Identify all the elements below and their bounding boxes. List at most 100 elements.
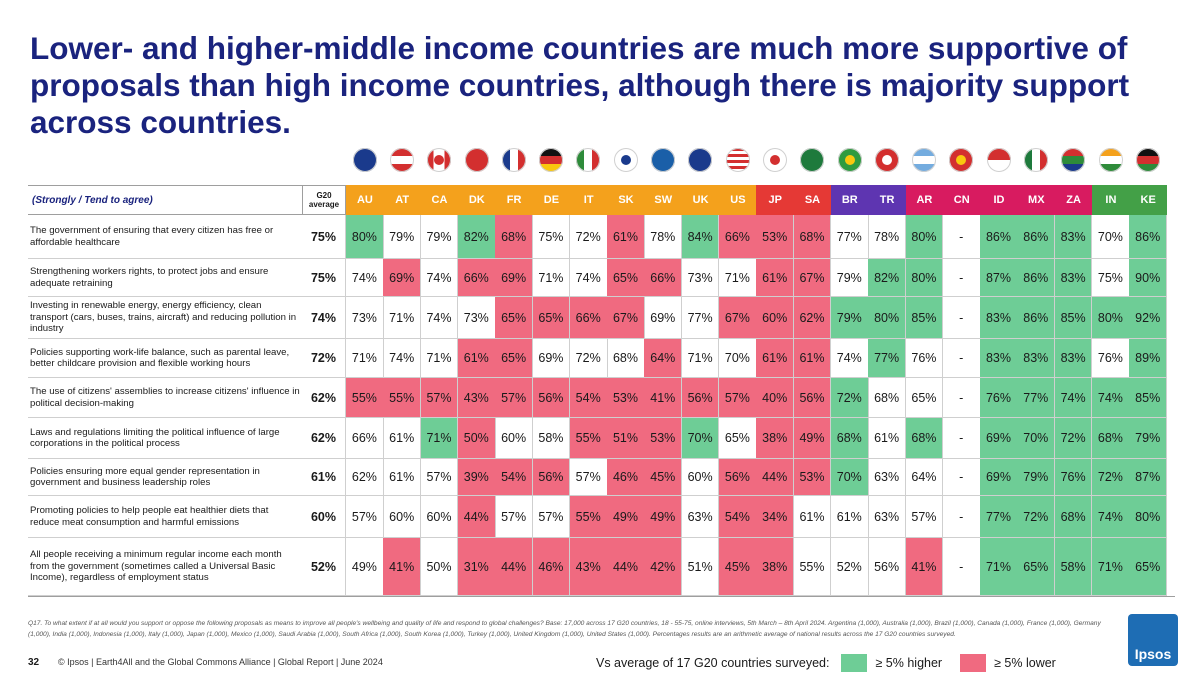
- value-cell-br: 70%: [830, 459, 869, 496]
- country-header-cn: CN: [942, 185, 981, 215]
- value-cell-jp: 38%: [756, 418, 795, 459]
- value-cell-br: 77%: [830, 215, 869, 259]
- country-header-tr: TR: [868, 185, 906, 215]
- value-cell-za: 83%: [1054, 339, 1093, 378]
- value-cell-jp: 40%: [756, 378, 795, 418]
- row-label: Promoting policies to help people eat he…: [28, 496, 302, 538]
- value-cell-ke: 80%: [1129, 496, 1168, 538]
- south-korea-flag-emblem: [620, 155, 631, 165]
- value-cell-it: 43%: [569, 538, 608, 596]
- value-cell-sk: 46%: [607, 459, 645, 496]
- value-cell-au: 62%: [346, 459, 384, 496]
- table-bottom-rule: [28, 596, 1175, 597]
- value-cell-br: 79%: [830, 259, 869, 297]
- value-cell-dk: 39%: [457, 459, 496, 496]
- g20-average-value: 75%: [302, 259, 346, 297]
- legend-lower-swatch: [960, 654, 987, 672]
- value-cell-at: 71%: [383, 297, 422, 339]
- value-cell-jp: 61%: [756, 339, 795, 378]
- uk-flag-icon: [688, 148, 713, 172]
- value-cell-sa: 53%: [793, 459, 832, 496]
- value-cell-at: 61%: [383, 418, 422, 459]
- value-cell-fr: 57%: [495, 496, 533, 538]
- kenya-flag-icon: [1135, 148, 1160, 172]
- value-cell-fr: 44%: [495, 538, 533, 596]
- value-cell-sk: 44%: [607, 538, 645, 596]
- value-cell-cn: -: [942, 496, 981, 538]
- value-cell-cn: -: [942, 459, 981, 496]
- value-cell-in: 75%: [1092, 259, 1130, 297]
- value-cell-it: 54%: [569, 378, 608, 418]
- value-cell-ca: 74%: [420, 297, 459, 339]
- country-header-sk: SK: [607, 185, 645, 215]
- value-cell-ar: 41%: [905, 538, 944, 596]
- value-cell-dk: 66%: [457, 259, 496, 297]
- value-cell-in: 74%: [1092, 378, 1130, 418]
- row-label-text: The use of citizens' assemblies to incre…: [30, 386, 300, 409]
- country-header-de: DE: [532, 185, 571, 215]
- row-label: Laws and regulations limiting the politi…: [28, 418, 302, 459]
- value-cell-ke: 87%: [1129, 459, 1168, 496]
- value-cell-sa: 56%: [793, 378, 832, 418]
- value-cell-sa: 62%: [793, 297, 832, 339]
- value-cell-tr: 82%: [868, 259, 906, 297]
- value-cell-br: 72%: [830, 378, 869, 418]
- value-cell-us: 70%: [719, 339, 757, 378]
- value-cell-dk: 31%: [457, 538, 496, 596]
- value-cell-uk: 73%: [681, 259, 720, 297]
- country-header-mx: MX: [1017, 185, 1056, 215]
- legend-higher-swatch: [841, 654, 868, 672]
- value-cell-it: 55%: [569, 418, 608, 459]
- value-cell-ar: 68%: [905, 418, 944, 459]
- value-cell-sa: 61%: [793, 339, 832, 378]
- country-header-us: US: [719, 185, 757, 215]
- value-cell-cn: -: [942, 297, 981, 339]
- value-cell-at: 79%: [383, 215, 422, 259]
- row-label: All people receiving a minimum regular i…: [28, 538, 302, 596]
- value-cell-tr: 61%: [868, 418, 906, 459]
- value-cell-jp: 53%: [756, 215, 795, 259]
- value-cell-ca: 71%: [420, 418, 459, 459]
- g20-average-value: 74%: [302, 297, 346, 339]
- brazil-flag-icon: [837, 148, 862, 172]
- value-cell-uk: 70%: [681, 418, 720, 459]
- country-header-fr: FR: [495, 185, 533, 215]
- value-cell-id: 69%: [980, 459, 1018, 496]
- value-cell-ke: 86%: [1129, 215, 1168, 259]
- value-cell-za: 58%: [1054, 538, 1093, 596]
- value-cell-id: 69%: [980, 418, 1018, 459]
- value-cell-sa: 68%: [793, 215, 832, 259]
- value-cell-uk: 63%: [681, 496, 720, 538]
- value-cell-ar: 76%: [905, 339, 944, 378]
- country-header-br: BR: [830, 185, 869, 215]
- g20-average-value: 62%: [302, 378, 346, 418]
- value-cell-sa: 55%: [793, 538, 832, 596]
- value-cell-at: 61%: [383, 459, 422, 496]
- value-cell-sk: 67%: [607, 297, 645, 339]
- value-cell-de: 71%: [532, 259, 571, 297]
- ipsos-logo: Ipsos: [1128, 614, 1178, 666]
- value-cell-jp: 38%: [756, 538, 795, 596]
- legend: Vs average of 17 G20 countries surveyed:…: [596, 654, 1056, 672]
- value-cell-ar: 80%: [905, 259, 944, 297]
- value-cell-za: 68%: [1054, 496, 1093, 538]
- value-cell-sk: 49%: [607, 496, 645, 538]
- value-cell-us: 67%: [719, 297, 757, 339]
- value-cell-sk: 51%: [607, 418, 645, 459]
- value-cell-sw: 69%: [644, 297, 683, 339]
- value-cell-mx: 70%: [1017, 418, 1056, 459]
- value-cell-id: 77%: [980, 496, 1018, 538]
- turkey-flag-icon: [874, 148, 899, 172]
- value-cell-cn: -: [942, 378, 981, 418]
- value-cell-mx: 79%: [1017, 459, 1056, 496]
- row-label: Policies ensuring more equal gender repr…: [28, 459, 302, 496]
- footnote: Q17. To what extent if at all would you …: [28, 620, 1101, 638]
- value-cell-in: 71%: [1092, 538, 1130, 596]
- value-cell-sk: 68%: [607, 339, 645, 378]
- value-cell-de: 56%: [532, 378, 571, 418]
- value-cell-id: 76%: [980, 378, 1018, 418]
- value-cell-us: 71%: [719, 259, 757, 297]
- g20-average-value: 61%: [302, 459, 346, 496]
- value-cell-mx: 77%: [1017, 378, 1056, 418]
- g20-average-value: 75%: [302, 215, 346, 259]
